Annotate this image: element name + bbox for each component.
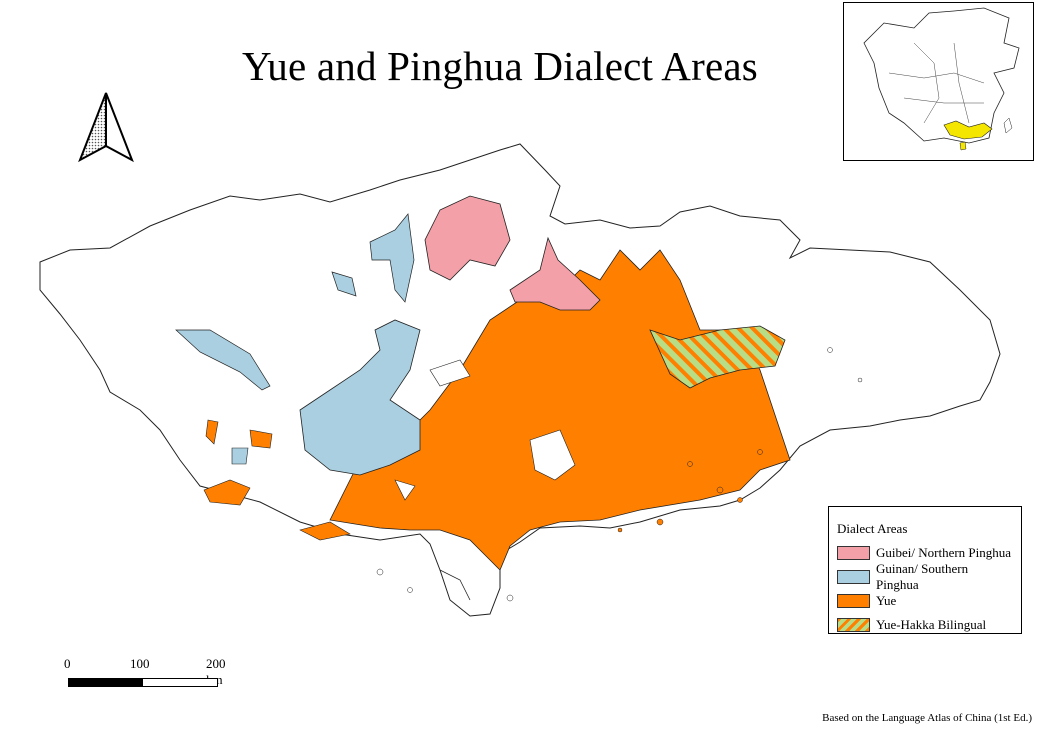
area-guinan (299, 319, 421, 476)
area-yue (329, 249, 791, 571)
scale-label-0: 0 (64, 656, 71, 671)
source-note: Based on the Language Atlas of China (1s… (822, 712, 1032, 724)
legend-item-yue: Yue (837, 589, 1013, 613)
legend-swatch-yue (837, 594, 870, 608)
legend-label: Guinan/ Southern Pinghua (876, 561, 969, 592)
legend-swatch-guibei (837, 546, 870, 560)
legend-swatch-yue-hakka (837, 618, 870, 632)
scale-label-100: 100 (130, 656, 150, 671)
dialect-map (39, 143, 1001, 617)
scale-bar: 0 100 200 km (60, 656, 230, 696)
legend: Dialect Areas Guibei/ Northern Pinghua G… (828, 506, 1022, 634)
area-yue-hakka (649, 325, 786, 389)
inset-locator-map (843, 2, 1034, 161)
map-title: Yue and Pinghua Dialect Areas (242, 43, 758, 89)
legend-label: Guibei/ Northern Pinghua (876, 545, 1012, 560)
scale-bar-graphic (68, 678, 218, 687)
china-locator-icon (863, 7, 1020, 151)
legend-item-guinan: Guinan/ Southern Pinghua (837, 561, 1013, 592)
north-arrow-icon (78, 92, 134, 163)
legend-swatch-guinan (837, 570, 870, 584)
legend-title: Dialect Areas (837, 521, 908, 536)
legend-item-yue-hakka: Yue-Hakka Bilingual (837, 613, 1013, 637)
legend-label: Yue (876, 593, 897, 608)
area-guibei (424, 195, 511, 281)
legend-label: Yue-Hakka Bilingual (876, 617, 987, 632)
legend-item-guibei: Guibei/ Northern Pinghua (837, 541, 1013, 565)
